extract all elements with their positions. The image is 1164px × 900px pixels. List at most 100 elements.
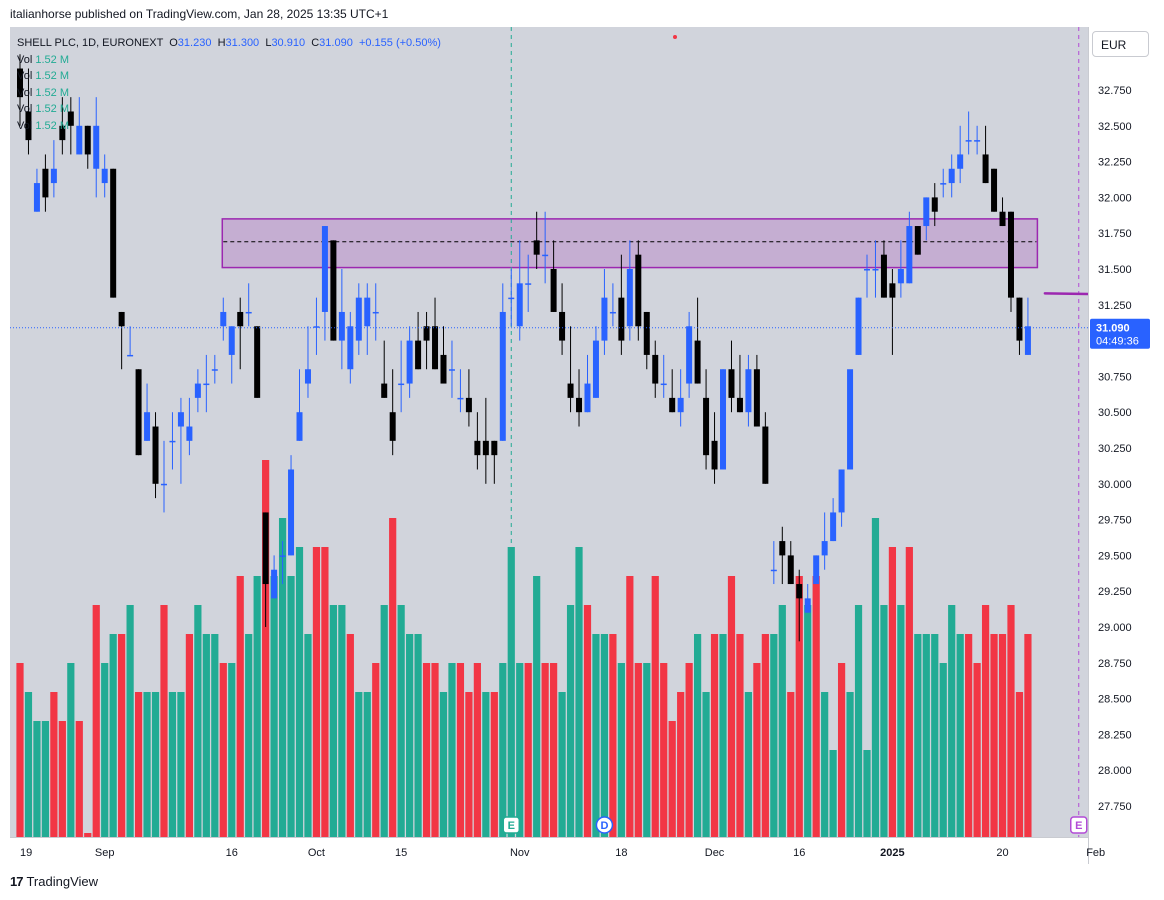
price-tick-label: 29.000 bbox=[1098, 622, 1132, 634]
volume-bar bbox=[727, 576, 736, 837]
earnings-marker-icon bbox=[502, 816, 521, 834]
vol-row[interactable]: Vol 1.52 M bbox=[17, 86, 69, 99]
candle-body bbox=[609, 311, 616, 314]
vol-row[interactable]: Vol 1.52 M bbox=[17, 119, 69, 132]
volume-bar bbox=[812, 576, 820, 837]
volume-bar bbox=[92, 605, 100, 837]
volume-bar bbox=[236, 576, 244, 837]
price-tick-label: 32.750 bbox=[1098, 85, 1132, 97]
volume-bar bbox=[465, 692, 473, 837]
volume-bar bbox=[16, 663, 24, 837]
candle-body bbox=[1024, 326, 1031, 355]
volume-bar bbox=[702, 692, 710, 837]
candle-body bbox=[59, 125, 66, 141]
volume-bar bbox=[228, 663, 236, 837]
time-axis[interactable] bbox=[10, 837, 1088, 864]
volume-bar bbox=[372, 663, 380, 837]
currency-button[interactable]: EUR bbox=[1092, 31, 1149, 57]
volume-bar bbox=[854, 605, 863, 837]
volume-bar bbox=[431, 663, 439, 837]
volume-bar bbox=[643, 663, 651, 837]
candle-body bbox=[457, 397, 464, 400]
volume-bar bbox=[600, 634, 609, 837]
price-tick-label: 31.500 bbox=[1098, 264, 1132, 276]
candle-body bbox=[694, 340, 701, 384]
candle-body bbox=[194, 383, 201, 398]
volume-bar bbox=[905, 547, 913, 837]
change-value: +0.155 (+0.50%) bbox=[358, 37, 441, 49]
volume-bar bbox=[304, 634, 312, 837]
time-tick-label: Oct bbox=[308, 847, 325, 859]
candle-body bbox=[313, 326, 320, 328]
candle-body bbox=[160, 483, 167, 486]
volume-bar bbox=[151, 692, 160, 837]
candle-body bbox=[813, 555, 820, 585]
candle-body bbox=[838, 469, 845, 513]
volume-bar bbox=[770, 634, 778, 837]
volume-bar bbox=[744, 692, 753, 837]
volume-bar bbox=[185, 634, 193, 837]
volume-bar bbox=[448, 663, 456, 837]
volume-bar bbox=[939, 663, 947, 837]
candle-body bbox=[982, 154, 989, 184]
candle-body bbox=[237, 311, 244, 327]
vol-row[interactable]: Vol 1.52 M bbox=[17, 53, 69, 66]
price-axis[interactable] bbox=[1088, 27, 1154, 864]
candle-body bbox=[211, 369, 218, 371]
time-tick-label: 15 bbox=[395, 847, 407, 859]
volume-bar bbox=[109, 634, 117, 837]
volume-bar bbox=[355, 692, 363, 837]
price-tick-label: 30.500 bbox=[1098, 407, 1132, 419]
volume-bar bbox=[346, 634, 354, 837]
price-tick-label: 29.500 bbox=[1098, 550, 1132, 562]
candle-body bbox=[169, 440, 176, 443]
legend-ohlc: SHELL PLC, 1D, EURONEXT O31.230 H31.300 … bbox=[17, 37, 441, 49]
volume-bar bbox=[118, 634, 126, 837]
price-tick-label: 27.750 bbox=[1098, 801, 1132, 813]
candle-body bbox=[745, 369, 752, 413]
volume-bar bbox=[541, 663, 549, 837]
price-tick-label: 30.250 bbox=[1098, 443, 1132, 455]
volume-bar bbox=[422, 663, 431, 837]
volume-bar bbox=[329, 605, 337, 837]
volume-bar bbox=[338, 605, 346, 837]
candle-body bbox=[25, 111, 32, 141]
price-tick-label: 29.250 bbox=[1098, 586, 1132, 598]
candle-body bbox=[626, 269, 633, 327]
candle-body bbox=[321, 226, 328, 312]
candle-body bbox=[245, 311, 252, 314]
candle-body bbox=[288, 469, 295, 556]
time-tick-label: 19 bbox=[20, 847, 32, 859]
time-tick-label: 16 bbox=[226, 847, 238, 859]
volume-bar bbox=[736, 634, 744, 837]
candle-body bbox=[440, 354, 447, 384]
volume-bar bbox=[50, 692, 58, 837]
candle-body bbox=[787, 555, 794, 585]
footer-brand[interactable]: 17 TradingView bbox=[10, 874, 98, 889]
candle-body bbox=[17, 68, 23, 98]
candle-body bbox=[381, 383, 388, 398]
candle-body bbox=[76, 125, 83, 155]
candle-body bbox=[448, 369, 455, 371]
vol-row[interactable]: Vol 1.52 M bbox=[17, 70, 69, 82]
candle-body bbox=[931, 197, 938, 212]
volume-bar bbox=[482, 692, 490, 837]
volume-bar bbox=[67, 663, 75, 837]
candle-body bbox=[177, 412, 184, 427]
candle-body bbox=[652, 354, 659, 384]
candle-body bbox=[533, 240, 540, 255]
symbol-label[interactable]: SHELL PLC, 1D, EURONEXT bbox=[17, 37, 164, 49]
candle-body bbox=[406, 340, 413, 384]
volume-bar bbox=[101, 663, 109, 837]
event-marker-label: E bbox=[1075, 820, 1082, 832]
vol-row[interactable]: Vol 1.52 M bbox=[17, 103, 69, 115]
volume-bar bbox=[270, 576, 278, 837]
candle-body bbox=[584, 383, 591, 413]
volume-bar bbox=[524, 663, 532, 837]
volume-bar bbox=[778, 605, 786, 837]
candle-body bbox=[127, 354, 134, 357]
countdown-label: 04:49:36 bbox=[1096, 336, 1139, 348]
drawn-price-line bbox=[1043, 292, 1088, 296]
candle-body bbox=[525, 283, 532, 285]
